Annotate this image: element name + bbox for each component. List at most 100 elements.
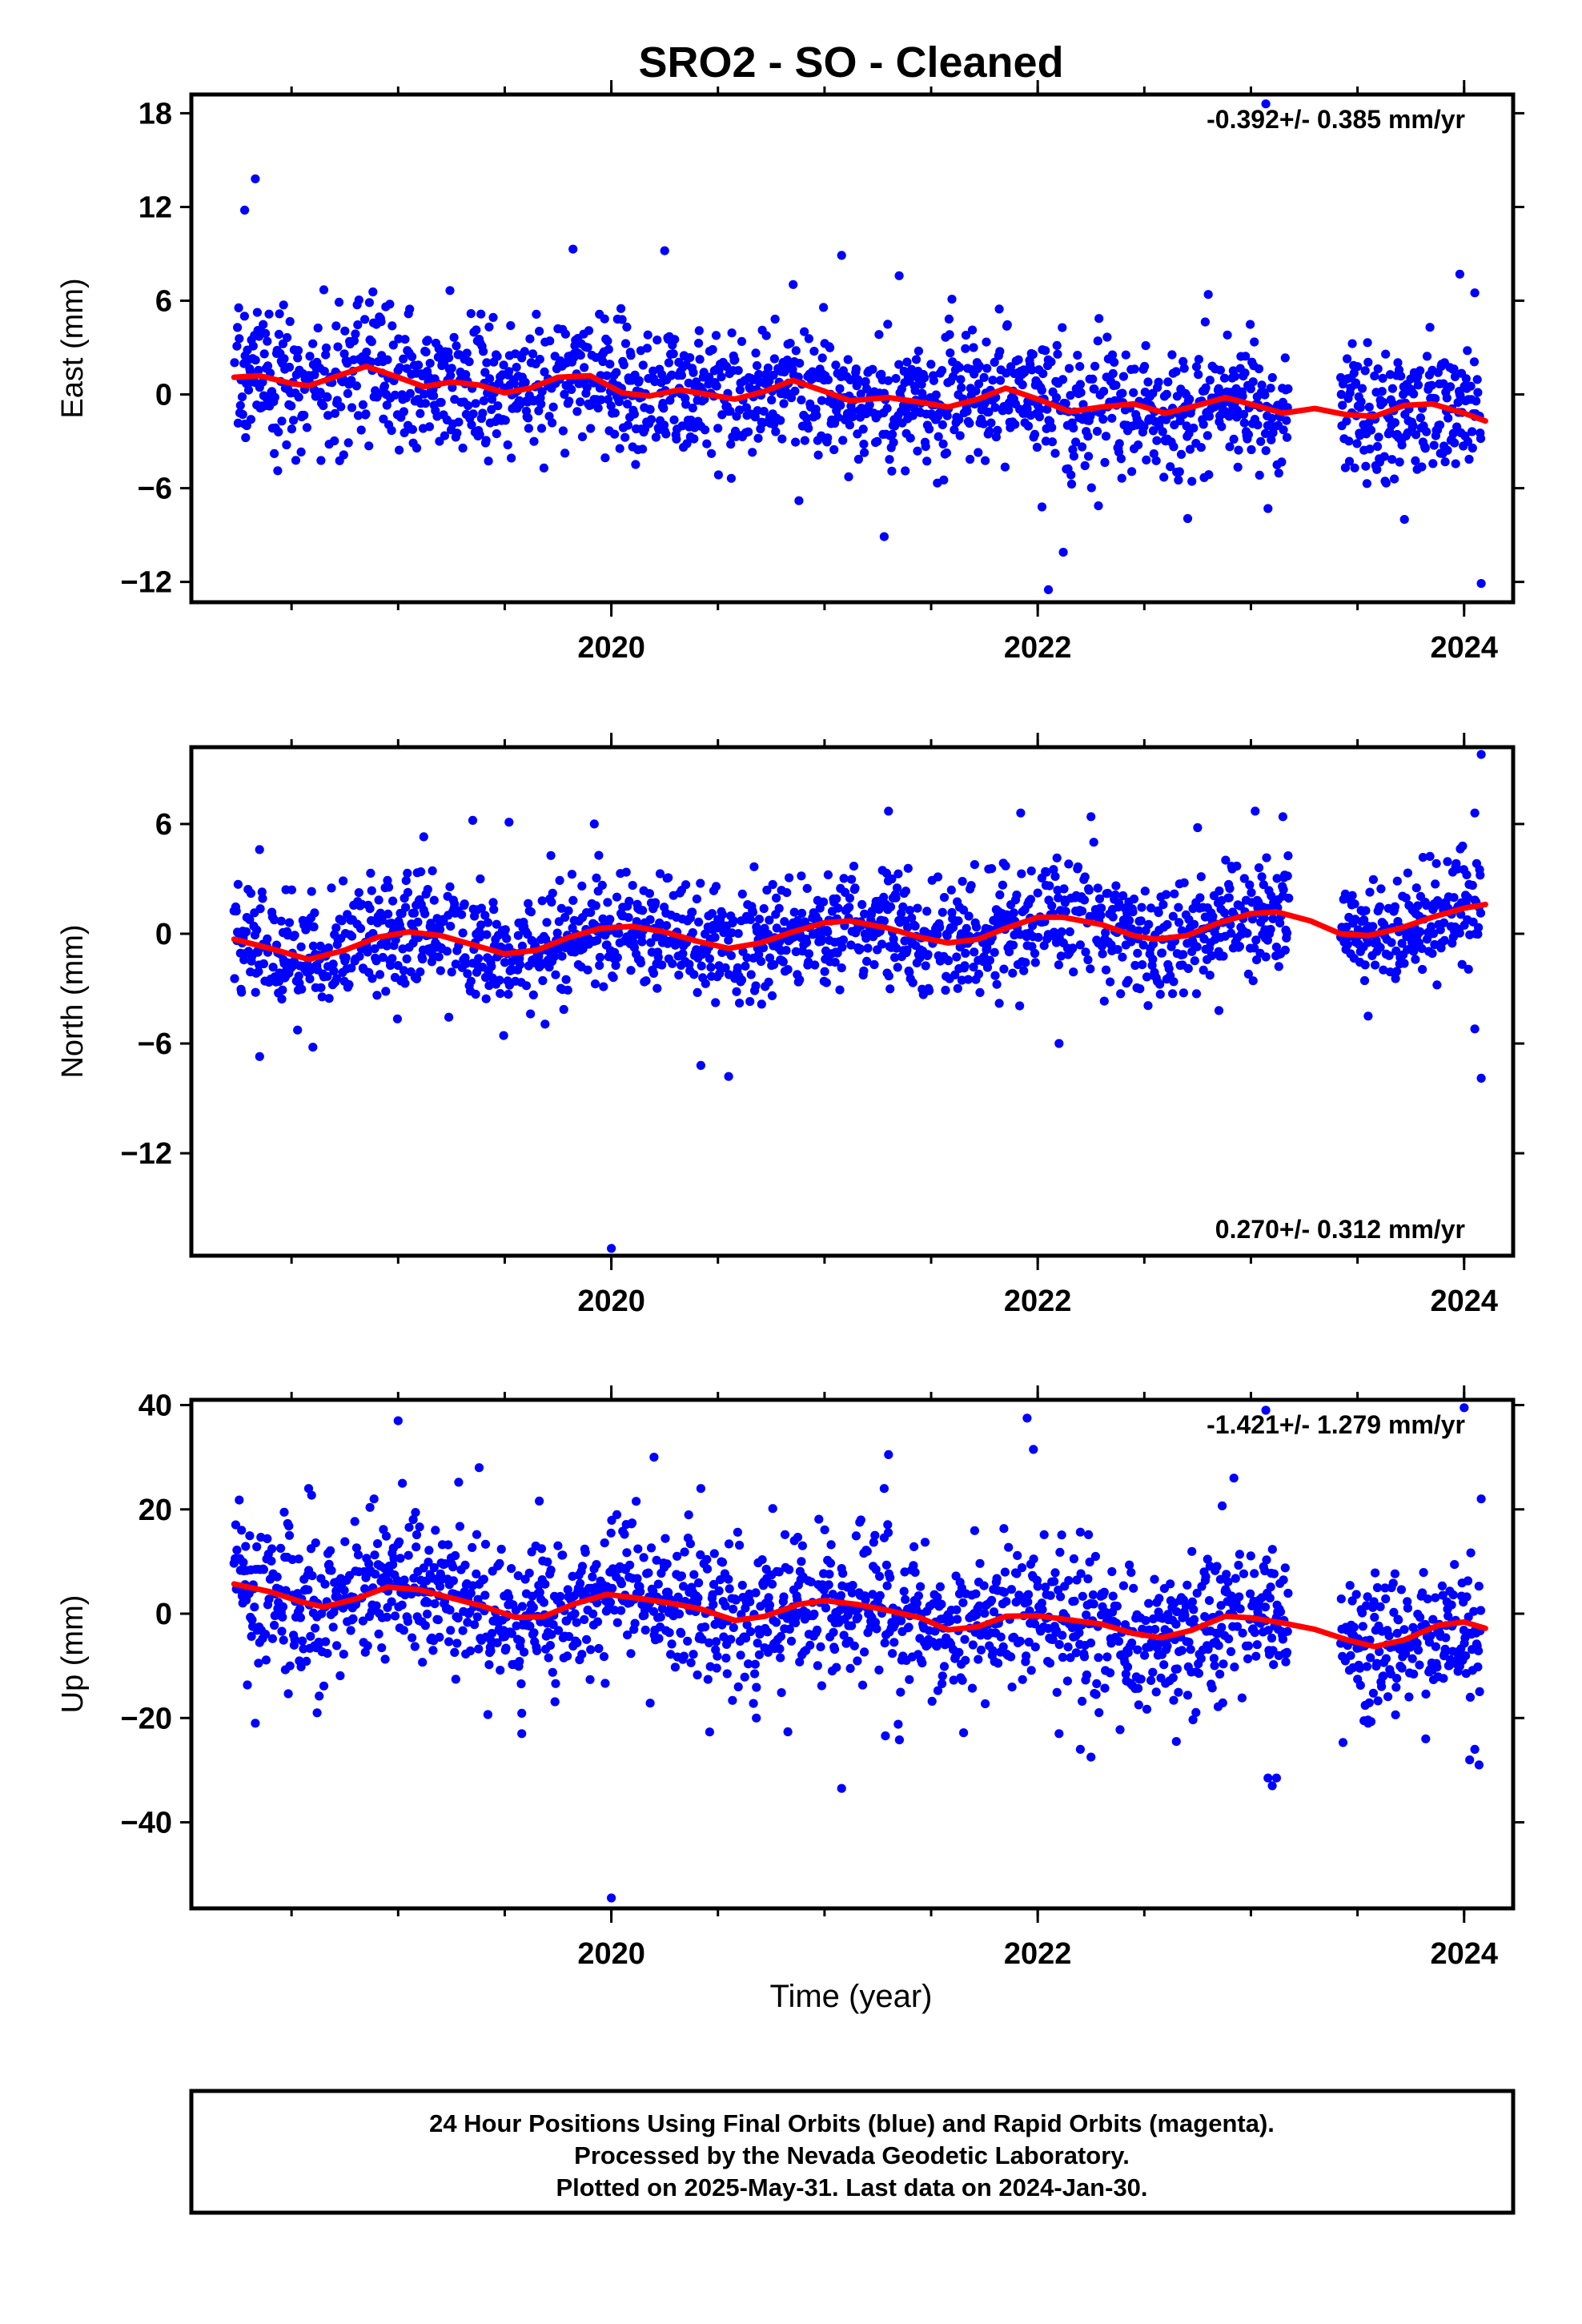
observation-point [987, 864, 997, 874]
observation-point [1231, 372, 1240, 381]
observation-point [1061, 399, 1070, 408]
observation-point [1023, 1597, 1033, 1606]
observation-point [907, 913, 917, 923]
observation-point [979, 372, 989, 382]
observation-point [316, 983, 326, 992]
observation-point [238, 409, 247, 420]
observation-point [460, 1560, 470, 1570]
observation-point [467, 420, 476, 430]
observation-point [913, 346, 923, 356]
observation-point [1379, 397, 1388, 408]
observation-point [741, 403, 752, 412]
observation-point [263, 934, 272, 943]
observation-point [1457, 959, 1467, 969]
observation-point [689, 368, 698, 377]
observation-point [309, 922, 319, 931]
observation-point [750, 1659, 760, 1669]
observation-point [1079, 895, 1090, 905]
observation-point [418, 1658, 428, 1667]
observation-point [1142, 1704, 1152, 1714]
observation-point [1038, 369, 1048, 379]
observation-point [371, 1570, 380, 1579]
observation-point [412, 1530, 422, 1540]
observation-point [1134, 926, 1143, 935]
observation-point [640, 1625, 650, 1635]
observation-point [294, 1554, 303, 1564]
observation-point [877, 939, 887, 949]
observation-point [1002, 1597, 1011, 1606]
observation-point [1064, 364, 1074, 373]
observation-point [328, 1622, 338, 1632]
observation-point [971, 1589, 981, 1598]
observation-point [364, 298, 374, 308]
observation-point [894, 1735, 904, 1745]
observation-point [612, 953, 622, 963]
observation-point [1030, 948, 1040, 959]
observation-point [1148, 1667, 1158, 1677]
observation-point [865, 400, 874, 410]
observation-point [1100, 457, 1110, 468]
observation-point [753, 1638, 762, 1648]
observation-point [1392, 967, 1402, 976]
observation-point [1417, 943, 1427, 953]
outlier-point [837, 251, 846, 260]
observation-point [416, 967, 425, 977]
observation-point [560, 329, 571, 339]
observation-point [735, 1540, 745, 1550]
observation-point [744, 427, 753, 436]
observation-point [1022, 404, 1032, 413]
observation-point [267, 1634, 277, 1643]
observation-point [987, 1595, 997, 1605]
observation-point [319, 1681, 329, 1691]
observation-point [1248, 976, 1258, 986]
observation-point [330, 436, 339, 446]
observation-point [915, 953, 925, 963]
observation-point [685, 353, 695, 363]
observation-point [463, 969, 472, 979]
observation-point [1415, 366, 1425, 376]
observation-point [520, 377, 530, 388]
east-observations [230, 99, 1486, 595]
observation-point [472, 1569, 481, 1578]
observation-point [264, 1594, 274, 1604]
observation-point [463, 1618, 472, 1627]
observation-point [468, 409, 478, 419]
observation-point [1066, 470, 1076, 480]
observation-point [423, 885, 432, 895]
observation-point [905, 433, 915, 443]
observation-point [243, 1680, 252, 1690]
observation-point [1413, 901, 1423, 911]
observation-point [1343, 939, 1352, 949]
observation-point [824, 1580, 833, 1590]
observation-point [938, 439, 948, 449]
east-plot-frame [189, 92, 1516, 605]
observation-point [440, 431, 450, 440]
observation-point [961, 344, 970, 353]
observation-point [500, 925, 510, 935]
observation-point [1182, 1691, 1193, 1700]
observation-point [1107, 1566, 1117, 1577]
observation-point [653, 952, 663, 962]
observation-point [1092, 1679, 1102, 1688]
observation-point [994, 304, 1004, 314]
observation-point [1136, 1675, 1146, 1684]
observation-point [1086, 964, 1095, 974]
observation-point [1266, 924, 1275, 935]
observation-point [1089, 1599, 1098, 1609]
observation-point [853, 1656, 862, 1666]
observation-point [1140, 361, 1150, 372]
observation-point [677, 1571, 687, 1581]
observation-point [1177, 926, 1186, 935]
observation-point [299, 1644, 308, 1654]
observation-point [942, 448, 951, 458]
observation-point [1201, 383, 1211, 392]
observation-point [593, 403, 603, 413]
observation-point [1361, 906, 1371, 915]
observation-point [507, 453, 516, 463]
observation-point [1152, 436, 1162, 445]
observation-point [835, 985, 845, 995]
observation-point [869, 959, 879, 970]
observation-point [1057, 1530, 1066, 1540]
observation-point [1282, 416, 1291, 425]
observation-point [791, 947, 801, 956]
